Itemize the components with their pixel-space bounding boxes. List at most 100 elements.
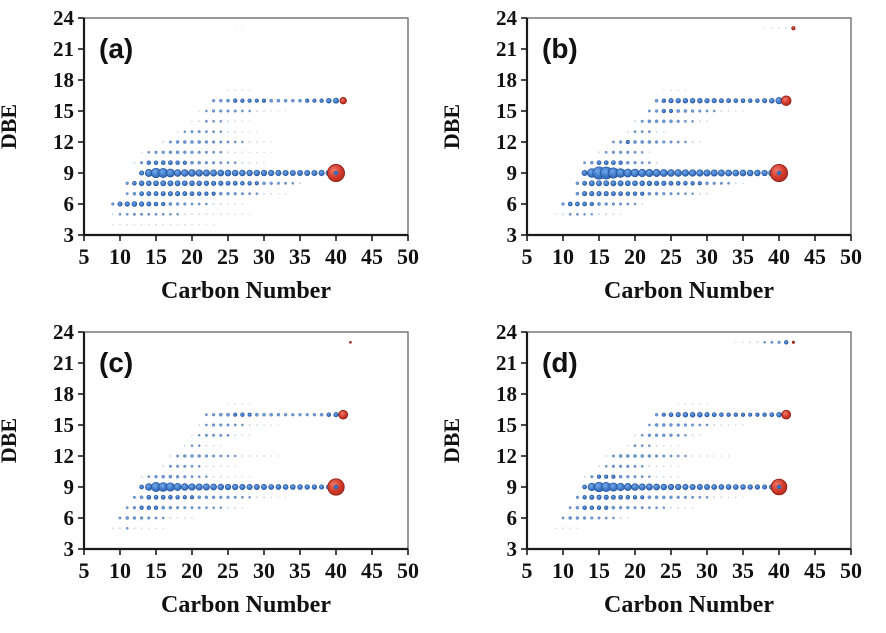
data-point (255, 141, 258, 143)
data-point (312, 412, 317, 417)
data-point (589, 201, 594, 207)
data-point (696, 484, 703, 490)
data-point (189, 495, 195, 500)
data-point (684, 403, 687, 406)
highlight-point (780, 95, 792, 106)
data-point (705, 109, 709, 113)
data-point (625, 495, 631, 500)
data-point (219, 140, 223, 144)
data-point (718, 484, 725, 490)
data-point (763, 340, 766, 344)
data-point (212, 119, 215, 123)
data-point (261, 484, 267, 490)
data-point (277, 455, 280, 457)
data-point (611, 474, 616, 479)
data-point (218, 191, 223, 196)
data-point (733, 98, 739, 104)
data-point (682, 483, 689, 491)
panel-b: 3 6 9 12 15 18 21 24 5 10 15 20 25 30 35 40 45 50 Carbon N… (439, 0, 886, 314)
y-tick-label: 18 (496, 382, 517, 406)
data-point (188, 483, 196, 491)
data-point (711, 412, 717, 418)
y-tick-label: 15 (496, 99, 517, 123)
data-point (676, 433, 680, 437)
data-point (188, 169, 196, 177)
data-point (176, 223, 179, 226)
data-point (610, 191, 616, 197)
data-point (191, 213, 193, 216)
data-point (562, 527, 564, 530)
data-point (111, 213, 114, 216)
y-tick-label: 18 (53, 68, 74, 92)
data-point (619, 202, 623, 206)
data-point (219, 454, 223, 458)
data-point (263, 161, 265, 164)
data-point (153, 180, 159, 187)
data-point (173, 169, 182, 177)
data-point (162, 141, 165, 143)
x-tick-label: 35 (289, 244, 311, 269)
data-point (626, 202, 630, 206)
data-point (191, 517, 193, 519)
data-point (626, 517, 629, 519)
data-point (705, 495, 709, 499)
data-point (211, 495, 216, 500)
data-point (205, 423, 208, 427)
data-point (233, 140, 237, 144)
data-point (710, 169, 718, 177)
data-point (160, 160, 166, 165)
data-point (762, 412, 767, 417)
data-point (153, 160, 159, 165)
data-point (263, 151, 265, 154)
panel-label: (d) (542, 347, 578, 378)
data-point (677, 403, 679, 405)
data-point (133, 223, 136, 226)
y-tick-label: 3 (64, 537, 75, 561)
data-point (632, 180, 638, 187)
data-point (655, 475, 658, 478)
data-point (291, 413, 295, 417)
data-point (241, 120, 244, 123)
data-point (210, 483, 217, 491)
plot-frame (526, 17, 852, 236)
data-point (684, 140, 687, 144)
y-tick-label: 3 (64, 223, 75, 247)
data-point (168, 150, 173, 155)
x-tick-label: 15 (588, 558, 610, 583)
data-point (640, 130, 644, 134)
data-point (298, 413, 302, 417)
data-point (596, 494, 602, 500)
data-point (669, 119, 673, 124)
data-point (618, 140, 623, 144)
data-point (161, 474, 165, 479)
data-point (269, 412, 273, 417)
data-point (670, 506, 672, 509)
data-point (754, 484, 761, 490)
data-point (212, 423, 216, 427)
data-point (603, 180, 610, 187)
data-point (698, 109, 702, 113)
data-point (263, 141, 265, 143)
data-point (605, 213, 608, 216)
data-point (663, 130, 665, 133)
data-point (146, 505, 151, 510)
data-point (176, 506, 180, 510)
highlight-point (791, 26, 796, 31)
data-point (169, 212, 172, 216)
data-point (590, 475, 594, 479)
data-point (191, 223, 193, 226)
data-point (705, 181, 709, 186)
data-point (198, 224, 200, 226)
data-point (190, 140, 194, 144)
data-point (173, 483, 182, 491)
data-point (719, 412, 724, 417)
data-point (276, 181, 280, 185)
data-point (575, 181, 580, 186)
y-axis: 3 6 9 12 15 18 21 24 (496, 6, 527, 247)
data-point (189, 180, 195, 187)
data-point (740, 484, 746, 490)
data-point (205, 213, 208, 216)
data-point (182, 140, 187, 144)
data-point (161, 201, 166, 207)
data-point (111, 527, 114, 530)
